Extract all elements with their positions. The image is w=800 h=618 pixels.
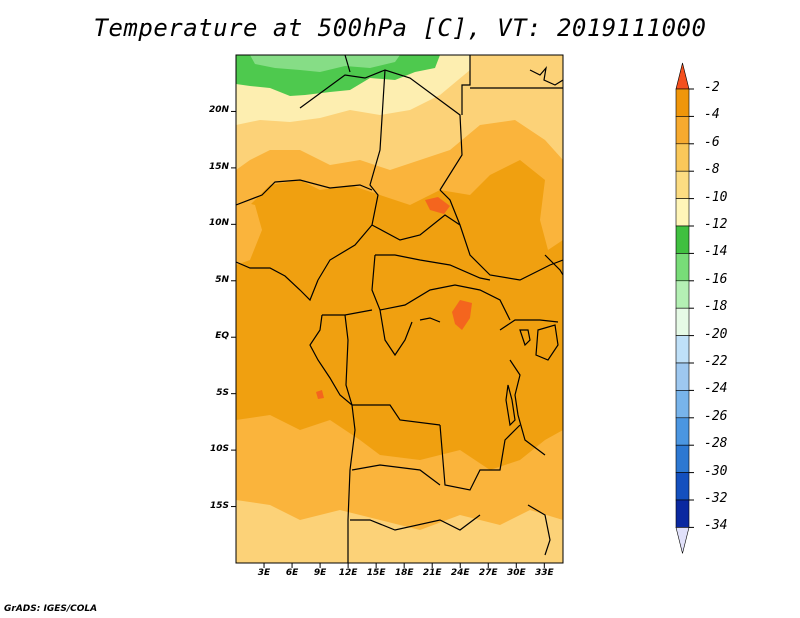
colorbar-level-label: -22 [704,354,728,369]
colorbar [675,62,694,554]
colorbar-level-label: -26 [704,408,728,424]
colorbar-level-label: -28 [704,436,728,452]
border-niger-chad-nigeria [317,69,386,281]
border-uganda [499,319,559,331]
lat-label: 5N [215,274,229,285]
colorbar-segment [675,253,690,282]
field-hot-patch-2 [452,300,472,330]
colorbar-level-label: -20 [704,326,728,342]
map-frame [235,54,564,564]
lon-label: 21E [422,568,442,578]
colorbar-segment [675,170,690,199]
river-congo [419,317,441,323]
latitude-ticks [231,110,236,508]
lon-label: 33E [534,568,554,578]
colorbar-level-label: -30 [704,463,728,479]
colorbar-level-label: -18 [704,299,728,315]
border-drc-zambia [439,424,521,491]
lon-label: 9E [313,568,327,578]
lat-label: 5S [216,387,229,398]
field-light-south [236,500,563,563]
border-namibia-botswana [350,514,481,531]
colorbar-segment [675,280,690,309]
lon-label: 30E [506,568,526,578]
lat-label: 10N [208,218,229,229]
border-sudan [439,189,563,281]
border-tanzania [509,359,546,456]
border-car-south [375,254,491,281]
longitude-ticks [263,563,545,568]
colorbar-level-label: -6 [704,134,720,150]
colorbar-segment [675,499,690,528]
lat-label: 10S [209,444,229,455]
colorbar-level-label: -14 [704,244,728,260]
colorbar-level-label: -16 [704,271,728,287]
colorbar-segment [675,362,690,391]
lon-label: 27E [478,568,498,578]
lon-label: 15E [366,568,386,578]
colorbar-level-label: -24 [704,381,728,397]
colorbar-segment [675,390,690,419]
coastline-gulf-guinea [236,261,319,302]
lon-label: 3E [257,568,271,578]
colorbar-level-label: -10 [704,189,728,205]
colorbar-segment [675,472,690,501]
colorbar-segment [675,307,690,336]
lon-label: 6E [285,568,299,578]
lake-victoria-west [519,329,531,347]
colorbar-segment [675,88,690,117]
field-hot-patch-3 [316,390,324,399]
lake-victoria [535,324,559,361]
border-angola-zambia [351,464,441,486]
lat-label: 20N [208,105,229,116]
colorbar-segment [675,198,690,227]
country-borders [236,55,563,563]
colorbar-level-label: -12 [704,217,728,232]
colorbar-segment [675,417,690,446]
border-algeria-niger [344,55,351,73]
temperature-field [236,55,563,563]
field-hot-patch-1 [425,197,450,214]
lat-label: 15S [209,500,229,511]
lake-tanganyika [505,384,516,427]
lake-malawi [527,504,551,556]
chart-title: Temperature at 500hPa [C], VT: 201911100… [93,14,707,42]
border-niger-nigeria [236,179,373,206]
lon-label: 24E [450,568,470,578]
coastline-west-africa [309,314,356,563]
border-libya-chad [299,69,463,191]
lat-label: 15N [208,161,229,172]
colorbar-segment [675,116,690,145]
grads-credit: GrADS: IGES/COLA [4,604,98,614]
field-warm-west [236,200,262,265]
colorbar-segment [675,444,690,473]
border-ethiopia [544,254,563,276]
border-car-drc [371,254,511,321]
lon-label: 12E [338,568,358,578]
lon-label: 18E [394,568,414,578]
colorbar-level-label: -34 [704,518,728,534]
colorbar-level-label: -2 [704,80,720,95]
colorbar-level-label: -32 [704,491,728,506]
border-chad-car [371,214,461,241]
field-lightgreen-nw [250,55,400,72]
colorbar-segment [675,335,690,364]
colorbar-level-label: -8 [704,162,720,178]
colorbar-bottom-arrow [675,527,690,554]
colorbar-segment [675,225,690,254]
colorbar-top-arrow [675,62,690,90]
colorbar-segment [675,143,690,172]
lat-label: EQ [215,331,229,342]
colorbar-level-label: -4 [704,107,720,123]
border-egypt-sudan [461,55,471,115]
border-congo-inner [379,309,413,357]
coastline-red-sea [529,65,563,86]
